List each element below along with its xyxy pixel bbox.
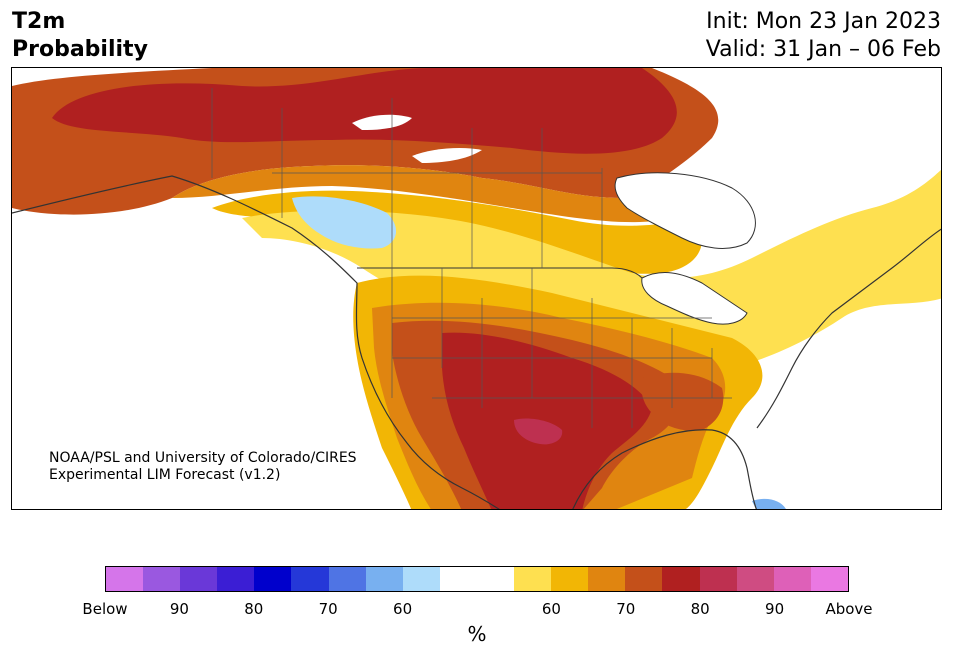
colorbar-tick-label: 60: [393, 600, 413, 618]
variable-name: T2m: [12, 9, 66, 34]
data-credit: NOAA/PSL and University of Colorado/CIRE…: [49, 450, 357, 484]
contour-above-60-north-fringe: [172, 165, 672, 223]
colorbar-tick-label: 60: [541, 600, 561, 618]
colorbar-segment: [328, 567, 366, 591]
map-canvas: [12, 68, 941, 509]
contour-above-80-north: [52, 68, 677, 154]
colorbar-tick-label: 90: [765, 600, 785, 618]
colorbar-segment: [773, 567, 811, 591]
colorbar-segment: [402, 567, 440, 591]
colorbar-segment: [551, 567, 589, 591]
province-lines: [211, 88, 603, 268]
colorbar-segment: [810, 567, 848, 591]
us-canada-border: [357, 267, 643, 279]
arctic-island-1: [352, 114, 412, 130]
forecast-map: [11, 67, 942, 510]
great-lakes: [641, 272, 748, 325]
state-lines: [391, 268, 732, 428]
contour-above-70-southeast: [641, 372, 724, 431]
forecast-dates: Init: Mon 23 Jan 2023 Valid: 31 Jan – 06…: [706, 8, 941, 64]
map-title: T2m Probability: [12, 8, 148, 64]
init-date: Init: Mon 23 Jan 2023: [706, 9, 941, 34]
colorbar-segment: [625, 567, 663, 591]
colorbar-segment: [476, 567, 515, 591]
colorbar-tick-label: 90: [169, 600, 189, 618]
credit-line-2: Experimental LIM Forecast (v1.2): [49, 467, 281, 483]
colorbar-segment: [365, 567, 403, 591]
contour-above-50-north-yellow: [242, 169, 941, 373]
coastline-east: [756, 228, 941, 429]
colorbar-tick-label: 70: [616, 600, 636, 618]
colorbar-tick-label: 80: [690, 600, 710, 618]
variable-type: Probability: [12, 37, 148, 62]
valid-date: Valid: 31 Jan – 06 Feb: [705, 37, 941, 62]
colorbar-segment: [588, 567, 626, 591]
colorbar-tick-label: Above: [825, 600, 873, 618]
contour-below-60-caribbean: [752, 498, 786, 509]
colorbar-segment: [439, 567, 477, 591]
colorbar-segment: [143, 567, 181, 591]
coastline-gulf: [572, 429, 757, 509]
credit-line-1: NOAA/PSL and University of Colorado/CIRE…: [49, 450, 357, 466]
colorbar-segment: [514, 567, 552, 591]
colorbar-unit: %: [467, 622, 487, 646]
arctic-island-2: [412, 148, 482, 163]
colorbar-segment: [736, 567, 774, 591]
colorbar-segment: [254, 567, 292, 591]
hudson-bay: [614, 172, 756, 249]
colorbar-tick-label: 80: [244, 600, 264, 618]
colorbar-segment: [662, 567, 700, 591]
colorbar-segment: [106, 567, 144, 591]
contour-above-80-central: [442, 332, 652, 509]
colorbar-tick-label: 70: [318, 600, 338, 618]
colorbar-segment: [180, 567, 218, 591]
colorbar-tick-label: Below: [82, 600, 128, 618]
contour-below-60-northwest: [292, 196, 397, 249]
contour-above-85-texas: [514, 418, 563, 445]
coastline-west: [12, 175, 500, 509]
colorbar-segment: [699, 567, 737, 591]
probability-colorbar: [105, 566, 849, 592]
colorbar-segment: [291, 567, 329, 591]
colorbar-segment: [217, 567, 255, 591]
